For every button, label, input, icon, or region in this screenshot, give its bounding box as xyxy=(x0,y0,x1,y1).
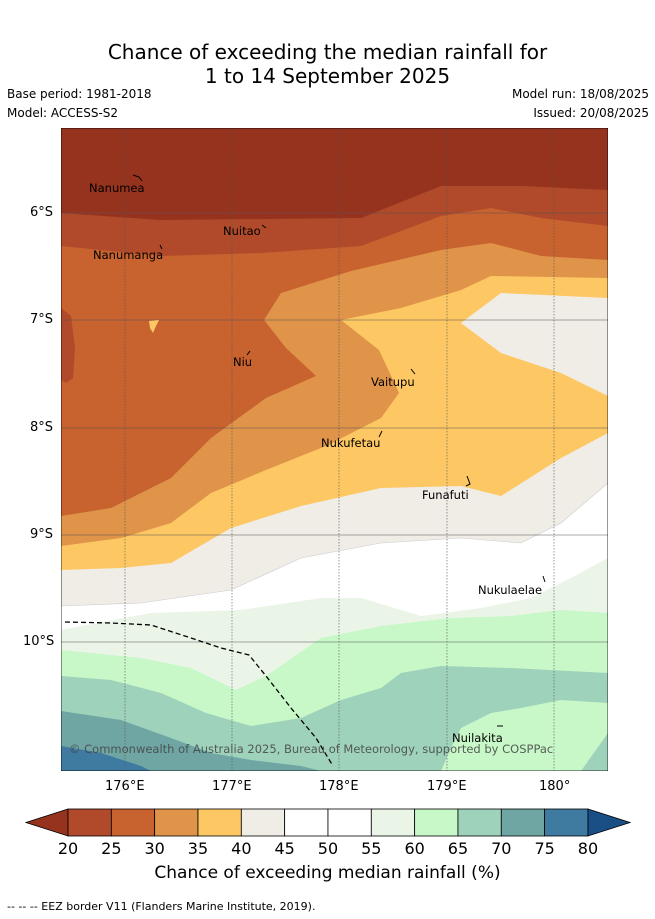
label-vaitupu: Vaitupu xyxy=(371,375,415,389)
label-nuilakita: Nuilakita xyxy=(452,731,503,745)
colorbar-tick-label: 30 xyxy=(144,839,165,858)
title-line-2: 1 to 14 September 2025 xyxy=(204,64,451,88)
band-70-75 xyxy=(61,711,321,771)
band-65-70 xyxy=(61,666,608,771)
eez-border xyxy=(64,621,334,767)
colorbar xyxy=(24,808,632,842)
label-nanumanga: Nanumanga xyxy=(93,248,163,262)
label-niu: Niu xyxy=(233,355,252,369)
lon-label-179e: 179°E xyxy=(427,779,467,794)
label-nuitao: Nuitao xyxy=(223,224,261,238)
grid-lon xyxy=(124,128,555,771)
colorbar-segment xyxy=(284,808,329,837)
label-funafuti: Funafuti xyxy=(422,488,469,502)
copyright-notice: © Commonwealth of Australia 2025, Bureau… xyxy=(69,742,553,756)
base-period: Base period: 1981-2018 xyxy=(7,87,152,101)
issued-date: Issued: 20/08/2025 xyxy=(533,106,649,120)
colorbar-segment xyxy=(414,808,459,837)
lon-label-176e: 176°E xyxy=(105,779,145,794)
colorbar-tick-label: 25 xyxy=(101,839,122,858)
lat-label-6s: 6°S xyxy=(30,205,54,220)
colorbar-tick-label: 20 xyxy=(57,839,79,858)
island-niu xyxy=(246,350,251,356)
rainfall-map-svg: Nanumea Nuitao Nanumanga Niu Vaitupu Nuk… xyxy=(60,127,609,772)
map-title: Chance of exceeding the median rainfall … xyxy=(0,40,655,88)
colorbar-segment xyxy=(457,808,502,837)
island-nukulaelae xyxy=(542,575,546,583)
colorbar-over-arrow xyxy=(587,808,632,837)
title-line-1: Chance of exceeding the median rainfall … xyxy=(107,40,548,64)
eez-footnote: -- -- -- EEZ border V11 (Flanders Marine… xyxy=(7,900,316,913)
model-run: Model run: 18/08/2025 xyxy=(511,87,649,101)
lagoon-speck xyxy=(149,320,159,333)
lat-label-10s: 10°S xyxy=(23,634,55,649)
colorbar-segment xyxy=(240,808,286,837)
island-nuitao xyxy=(261,224,267,229)
colorbar-segment xyxy=(370,808,416,837)
colorbar-title: Chance of exceeding median rainfall (%) xyxy=(154,863,501,883)
lat-label-8s: 8°S xyxy=(30,420,54,435)
lon-label-178e: 178°E xyxy=(319,779,359,794)
lat-label-7s: 7°S xyxy=(30,312,54,327)
colorbar-segment xyxy=(197,808,242,837)
colorbar-segment xyxy=(544,808,589,837)
colorbar-segment xyxy=(327,808,372,837)
colorbar-segment xyxy=(154,808,199,837)
band-75-80 xyxy=(61,746,151,771)
colorbar-tick-label: 70 xyxy=(491,839,512,858)
colorbar-tick-label: 50 xyxy=(317,839,339,858)
lat-label-9s: 9°S xyxy=(30,527,54,542)
island-nanumea xyxy=(132,174,143,182)
label-nanumea: Nanumea xyxy=(89,181,145,195)
contour-50 xyxy=(60,482,609,607)
label-nukufetau: Nukufetau xyxy=(321,436,380,450)
colorbar-segment xyxy=(67,808,112,837)
colorbar-svg xyxy=(24,808,632,837)
model-name: Model: ACCESS-S2 xyxy=(7,106,119,120)
colorbar-tick-label: 75 xyxy=(534,839,555,858)
island-nukufetau xyxy=(378,430,383,438)
colorbar-tick-label: 45 xyxy=(274,839,295,858)
island-outlines xyxy=(132,174,546,727)
grid-lat xyxy=(61,212,608,643)
colorbar-segment xyxy=(500,808,546,837)
rainfall-map: Nanumea Nuitao Nanumanga Niu Vaitupu Nuk… xyxy=(60,127,609,772)
island-vaitupu xyxy=(410,368,416,375)
label-nukulaelae: Nukulaelae xyxy=(478,583,542,597)
colorbar-tick-label: 80 xyxy=(577,839,599,858)
band-70-75-right xyxy=(581,733,608,771)
colorbar-tick-label: 60 xyxy=(404,839,425,858)
island-nanumanga xyxy=(159,244,163,250)
colorbar-segment xyxy=(110,808,156,837)
colorbar-tick-label: 40 xyxy=(231,839,252,858)
colorbar-tick-label: 35 xyxy=(187,839,209,858)
colorbar-tick-label: 55 xyxy=(361,839,382,858)
patch-upper-right xyxy=(461,293,608,396)
lon-label-180: 180° xyxy=(539,779,571,794)
colorbar-under-arrow xyxy=(24,808,69,837)
lon-label-177e: 177°E xyxy=(212,779,252,794)
colorbar-tick-label: 65 xyxy=(447,839,469,858)
patch-left-edge xyxy=(61,308,75,383)
island-funafuti xyxy=(465,475,471,487)
